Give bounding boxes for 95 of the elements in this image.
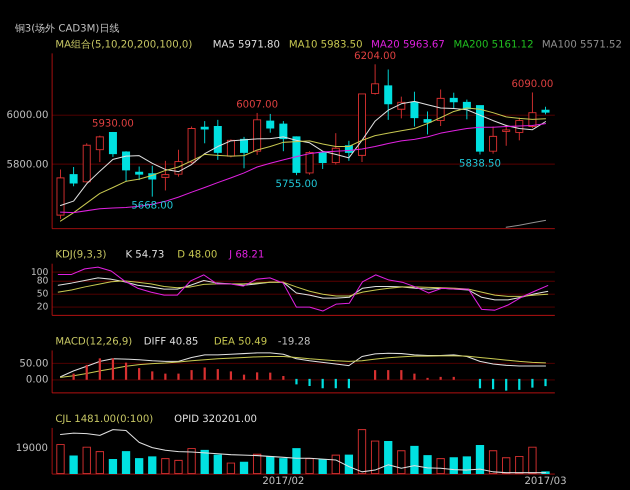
bar: [96, 451, 104, 474]
candlestick: [122, 150, 130, 182]
bar: [56, 444, 65, 474]
candlestick: [424, 110, 432, 135]
bar: [292, 448, 301, 474]
x-tick-label: 2017/02: [262, 476, 304, 488]
candlestick: [489, 126, 498, 154]
bar: [252, 454, 262, 474]
candlestick: [371, 64, 380, 96]
bar: [515, 456, 524, 474]
bar: [436, 458, 445, 474]
bar: [226, 462, 236, 474]
text: MA5 5971.80: [212, 39, 280, 50]
chart-title: 铜3(场外 CAD3M)日线: [14, 22, 120, 35]
bar: [344, 454, 354, 474]
bar: [279, 458, 288, 474]
x-tick-label: 2017/03: [524, 476, 567, 488]
text: D 48.00: [177, 250, 218, 261]
candlestick: [266, 113, 274, 134]
text: MA10 5983.50: [288, 39, 363, 50]
annotation: 5668.00: [131, 200, 174, 212]
candlestick: [502, 124, 510, 146]
y-tick-label: 50: [36, 288, 49, 300]
bar: [266, 456, 274, 474]
annotation: 5755.00: [276, 179, 318, 190]
bar: [305, 458, 314, 474]
candlestick: [70, 166, 78, 187]
text: OPID 320201.00: [174, 414, 257, 425]
bar: [148, 456, 156, 474]
bar: [214, 454, 222, 474]
chart-title: KDJ(9,3,3): [55, 250, 106, 261]
candlestick: [200, 120, 209, 144]
bar: [318, 459, 327, 474]
text: MA100 5571.52: [542, 39, 622, 50]
bar: [423, 455, 432, 474]
annotation: 5930.00: [92, 118, 134, 130]
bar: [476, 445, 484, 474]
candlestick: [279, 120, 288, 152]
bar: [488, 450, 498, 474]
bar: [122, 451, 130, 474]
candlestick: [96, 135, 104, 163]
series-label: DIFF 40.85: [144, 336, 198, 348]
bar: [161, 458, 170, 474]
line-series: [58, 277, 548, 300]
bar: [69, 456, 78, 474]
y-tick-label: 50.00: [19, 358, 48, 370]
candlestick: [450, 92, 458, 108]
bar: [462, 456, 472, 474]
annotation: 6090.00: [511, 78, 554, 90]
annotation: 6007.00: [236, 99, 278, 110]
chart-title: CJL 1481.00(0:100): [55, 414, 154, 425]
bar: [410, 446, 419, 474]
candlestick: [384, 69, 392, 120]
candlestick: [108, 131, 117, 158]
chart-title: MACD(12,26,9): [55, 336, 132, 348]
bar: [200, 450, 209, 474]
bar: [108, 459, 118, 474]
line-series: [58, 280, 548, 297]
bar: [135, 458, 144, 474]
annotation: 6204.00: [354, 50, 396, 62]
bar: [528, 446, 537, 474]
y-tick-label: 80: [36, 276, 49, 287]
chart-subtitle: MA组合(5,10,20,200,100,0): [55, 38, 192, 50]
candlestick: [240, 136, 248, 169]
line-series: [58, 266, 548, 312]
annotation: 5838.50: [459, 158, 501, 170]
y-tick-label: 20: [36, 302, 49, 313]
legend-label: MA200 5161.12: [453, 39, 534, 50]
bar: [384, 441, 392, 474]
candlestick: [410, 91, 418, 127]
candlestick: [318, 150, 327, 170]
candlestick: [135, 166, 144, 181]
bar: [187, 448, 196, 474]
line-series: [506, 220, 546, 228]
bar: [240, 462, 248, 474]
candlestick: [436, 89, 445, 126]
bar: [370, 440, 380, 474]
bar: [332, 454, 340, 474]
y-tick-label: 0.00: [26, 374, 48, 386]
bar: [397, 450, 406, 474]
series-label: J 68.21: [228, 250, 264, 261]
bar: [174, 460, 183, 474]
y-tick-label: 6000.00: [6, 110, 48, 121]
candlestick: [161, 160, 170, 191]
bar: [502, 457, 510, 474]
bar: [82, 446, 91, 474]
bar: [450, 457, 458, 474]
text: K 54.73: [125, 250, 164, 261]
text: -19.28: [278, 336, 310, 348]
text: 19000: [16, 442, 48, 454]
bar: [358, 429, 366, 474]
candlestick: [306, 150, 314, 176]
series-label: DEA 50.49: [214, 336, 268, 348]
y-tick-label: 5800.00: [6, 159, 48, 170]
text: MA20 5963.67: [371, 39, 445, 50]
